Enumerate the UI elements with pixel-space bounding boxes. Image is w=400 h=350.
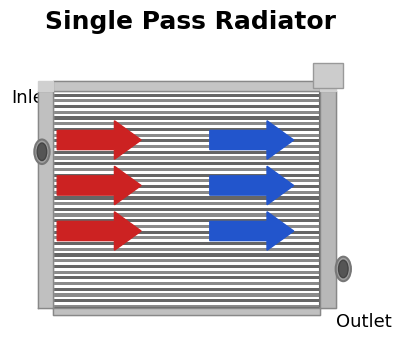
FancyArrow shape bbox=[57, 166, 141, 205]
FancyArrow shape bbox=[210, 212, 294, 250]
Bar bbox=[54, 293, 320, 296]
Ellipse shape bbox=[338, 260, 348, 278]
Polygon shape bbox=[320, 80, 336, 91]
Text: Single Pass Radiator: Single Pass Radiator bbox=[45, 10, 336, 35]
Bar bbox=[54, 305, 320, 308]
Bar bbox=[313, 63, 343, 88]
FancyArrow shape bbox=[57, 212, 141, 250]
FancyArrow shape bbox=[57, 121, 141, 159]
Text: Inlet: Inlet bbox=[12, 89, 51, 107]
Bar bbox=[54, 242, 320, 245]
Bar bbox=[54, 105, 320, 108]
Bar bbox=[54, 99, 320, 103]
Bar bbox=[54, 139, 320, 142]
Bar bbox=[54, 248, 320, 251]
Polygon shape bbox=[38, 91, 54, 308]
Polygon shape bbox=[320, 91, 336, 308]
Bar bbox=[54, 191, 320, 194]
Bar bbox=[54, 93, 320, 97]
Bar bbox=[54, 231, 320, 234]
Polygon shape bbox=[54, 80, 320, 91]
Bar bbox=[54, 174, 320, 177]
Bar bbox=[54, 288, 320, 291]
Bar bbox=[54, 271, 320, 274]
FancyArrow shape bbox=[210, 166, 294, 205]
Bar bbox=[54, 134, 320, 137]
Ellipse shape bbox=[336, 257, 351, 281]
FancyArrow shape bbox=[210, 121, 294, 159]
Bar bbox=[54, 282, 320, 285]
Bar bbox=[54, 265, 320, 268]
Polygon shape bbox=[54, 308, 320, 315]
Bar bbox=[54, 162, 320, 165]
Bar bbox=[54, 128, 320, 131]
Text: Outlet: Outlet bbox=[336, 313, 392, 331]
Bar bbox=[54, 179, 320, 182]
Ellipse shape bbox=[34, 140, 50, 164]
Polygon shape bbox=[38, 80, 54, 91]
Bar bbox=[54, 208, 320, 211]
Ellipse shape bbox=[37, 143, 47, 161]
Bar bbox=[54, 145, 320, 148]
Bar bbox=[54, 259, 320, 262]
Bar bbox=[54, 117, 320, 120]
Bar bbox=[54, 196, 320, 200]
Bar bbox=[54, 91, 320, 308]
Bar bbox=[54, 150, 320, 154]
Bar bbox=[54, 214, 320, 217]
Bar bbox=[54, 236, 320, 239]
Bar bbox=[54, 276, 320, 279]
Bar bbox=[54, 122, 320, 125]
Bar bbox=[54, 253, 320, 257]
Bar bbox=[54, 111, 320, 114]
Bar bbox=[54, 185, 320, 188]
Bar bbox=[54, 299, 320, 302]
Bar bbox=[54, 202, 320, 205]
Bar bbox=[54, 219, 320, 222]
Bar bbox=[54, 168, 320, 171]
Bar bbox=[54, 225, 320, 228]
Bar bbox=[54, 156, 320, 160]
